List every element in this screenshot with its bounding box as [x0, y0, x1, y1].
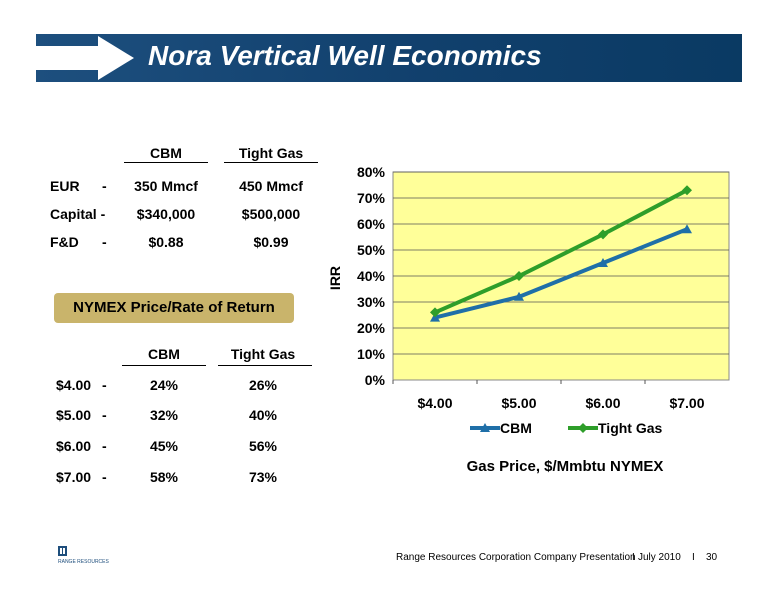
table2-cell-cbm: 45%	[149, 438, 179, 454]
y-tick-label: 60%	[357, 216, 386, 232]
table2-row-dash: -	[102, 407, 107, 423]
table1-cell-cbm: $0.88	[148, 234, 184, 250]
footer-date: July 2010	[638, 552, 681, 563]
table1-header-rule-cbm	[124, 162, 208, 163]
table2-row-dash: -	[102, 377, 107, 393]
table2-cell-cbm: 24%	[149, 377, 179, 393]
table1-row-dash: -	[102, 234, 107, 250]
data-point-cbm	[514, 291, 524, 301]
footer-company: Range Resources Corporation Company Pres…	[396, 552, 636, 563]
logo-text: RANGE RESOURCES	[58, 559, 109, 565]
table1-cell-cbm: $340,000	[136, 206, 196, 222]
table2-row-label: $7.00	[56, 469, 92, 485]
series-line-tight-gas	[434, 188, 688, 315]
x-tick-label: $6.00	[585, 395, 620, 411]
y-tick-label: 0%	[365, 372, 386, 388]
footer-separator: I	[632, 552, 635, 563]
y-tick-label: 70%	[357, 190, 386, 206]
table2-cell-tight-gas: 40%	[248, 407, 278, 423]
nymex-label-box: NYMEX Price/Rate of Return	[54, 293, 294, 323]
table2-header-rule-tight-gas	[218, 365, 312, 366]
table1-header-tight-gas: Tight Gas	[238, 145, 304, 161]
arrow-icon	[36, 36, 134, 80]
y-axis-label: IRR	[327, 266, 343, 290]
table2-row-dash: -	[102, 469, 107, 485]
legend-label-tight-gas: Tight Gas	[598, 420, 663, 436]
table2-row-dash: -	[102, 438, 107, 454]
table2-cell-tight-gas: 56%	[248, 438, 278, 454]
x-tick-label: $4.00	[417, 395, 452, 411]
table2-row-label: $6.00	[56, 438, 92, 454]
legend-marker-cbm	[480, 423, 490, 432]
table2-row-label: $4.00	[56, 377, 92, 393]
data-point-tight-gas	[598, 229, 608, 240]
page-title: Nora Vertical Well Economics	[148, 40, 542, 71]
table1-cell-tight-gas: $500,000	[241, 206, 301, 222]
table1-row-label: EUR	[50, 178, 80, 194]
y-tick-label: 30%	[357, 294, 386, 310]
x-tick-label: $7.00	[669, 395, 704, 411]
table1-row-dash: -	[102, 178, 107, 194]
table1-row-label: F&D	[50, 234, 79, 250]
table2-row-label: $5.00	[56, 407, 92, 423]
page-number: 30	[706, 552, 718, 563]
table2-header-tight-gas: Tight Gas	[230, 346, 296, 362]
data-point-tight-gas	[430, 307, 440, 318]
table2-cell-cbm: 58%	[149, 469, 179, 485]
x-tick-label: $5.00	[501, 395, 536, 411]
data-point-tight-gas	[514, 271, 524, 281]
table2-cell-tight-gas: 26%	[248, 377, 278, 393]
table2-cell-cbm: 32%	[149, 407, 179, 423]
series-line-cbm	[434, 227, 688, 320]
range-resources-logo: RANGE RESOURCES	[58, 546, 118, 571]
table2-header-rule-cbm	[122, 365, 206, 366]
data-point-cbm	[682, 224, 692, 234]
y-tick-label: 20%	[357, 320, 386, 336]
data-point-cbm	[598, 258, 608, 267]
table1-cell-tight-gas: 450 Mmcf	[239, 178, 303, 194]
irr-line-chart: 0% 10% 20% 30% 40% 50% 60% 70% 80% $4.00 $5.00 $6.…	[327, 164, 730, 475]
y-tick-label: 10%	[357, 346, 386, 362]
y-tick-label: 80%	[357, 164, 386, 180]
x-axis-label: Gas Price, $/Mmbtu NYMEX	[467, 458, 664, 475]
table1-row-label: Capital -	[50, 206, 106, 222]
y-tick-label: 40%	[357, 268, 386, 284]
legend-marker-tight-gas	[578, 423, 588, 433]
legend-label-cbm: CBM	[500, 420, 532, 436]
footer-separator: I	[692, 552, 695, 563]
table1-cell-cbm: 350 Mmcf	[134, 178, 198, 194]
table2-header-cbm: CBM	[148, 346, 180, 362]
table1-cell-tight-gas: $0.99	[253, 234, 289, 250]
title-banner: Nora Vertical Well Economics	[36, 34, 742, 82]
table2-cell-tight-gas: 73%	[248, 469, 278, 485]
data-point-tight-gas	[682, 185, 692, 196]
table1-header-rule-tight-gas	[224, 162, 318, 163]
y-tick-label: 50%	[357, 242, 386, 258]
table1-header-cbm: CBM	[150, 145, 182, 161]
